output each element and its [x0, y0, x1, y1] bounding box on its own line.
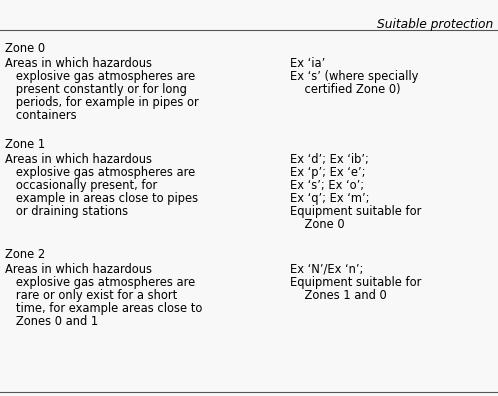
Text: present constantly or for long: present constantly or for long	[5, 83, 187, 96]
Text: Zones 0 and 1: Zones 0 and 1	[5, 315, 98, 328]
Text: example in areas close to pipes: example in areas close to pipes	[5, 192, 198, 205]
Text: Ex ‘d’; Ex ‘ib’;: Ex ‘d’; Ex ‘ib’;	[290, 153, 369, 166]
Text: periods, for example in pipes or: periods, for example in pipes or	[5, 96, 199, 109]
Text: Zone 0: Zone 0	[290, 218, 345, 231]
Text: time, for example areas close to: time, for example areas close to	[5, 302, 202, 315]
Text: Ex ‘p’; Ex ‘e’;: Ex ‘p’; Ex ‘e’;	[290, 166, 366, 179]
Text: Areas in which hazardous: Areas in which hazardous	[5, 263, 152, 276]
Text: Ex ‘s’ (where specially: Ex ‘s’ (where specially	[290, 70, 418, 83]
Text: Areas in which hazardous: Areas in which hazardous	[5, 153, 152, 166]
Text: Zone 2: Zone 2	[5, 248, 45, 261]
Text: occasionally present, for: occasionally present, for	[5, 179, 157, 192]
Text: Suitable protection: Suitable protection	[377, 18, 493, 31]
Text: certified Zone 0): certified Zone 0)	[290, 83, 400, 96]
Text: or draining stations: or draining stations	[5, 205, 128, 218]
Text: explosive gas atmospheres are: explosive gas atmospheres are	[5, 166, 195, 179]
Text: Ex ‘N’/Ex ‘n’;: Ex ‘N’/Ex ‘n’;	[290, 263, 364, 276]
Text: explosive gas atmospheres are: explosive gas atmospheres are	[5, 70, 195, 83]
Text: explosive gas atmospheres are: explosive gas atmospheres are	[5, 276, 195, 289]
Text: Zone 0: Zone 0	[5, 42, 45, 55]
Text: Ex ‘q’; Ex ‘m’;: Ex ‘q’; Ex ‘m’;	[290, 192, 370, 205]
Text: Ex ‘ia’: Ex ‘ia’	[290, 57, 325, 70]
Text: containers: containers	[5, 109, 77, 122]
Text: Zone 1: Zone 1	[5, 138, 45, 151]
Text: rare or only exist for a short: rare or only exist for a short	[5, 289, 177, 302]
Text: Areas in which hazardous: Areas in which hazardous	[5, 57, 152, 70]
Text: Equipment suitable for: Equipment suitable for	[290, 276, 421, 289]
Text: Equipment suitable for: Equipment suitable for	[290, 205, 421, 218]
Text: Zones 1 and 0: Zones 1 and 0	[290, 289, 387, 302]
Text: Ex ‘s’; Ex ‘o’;: Ex ‘s’; Ex ‘o’;	[290, 179, 364, 192]
